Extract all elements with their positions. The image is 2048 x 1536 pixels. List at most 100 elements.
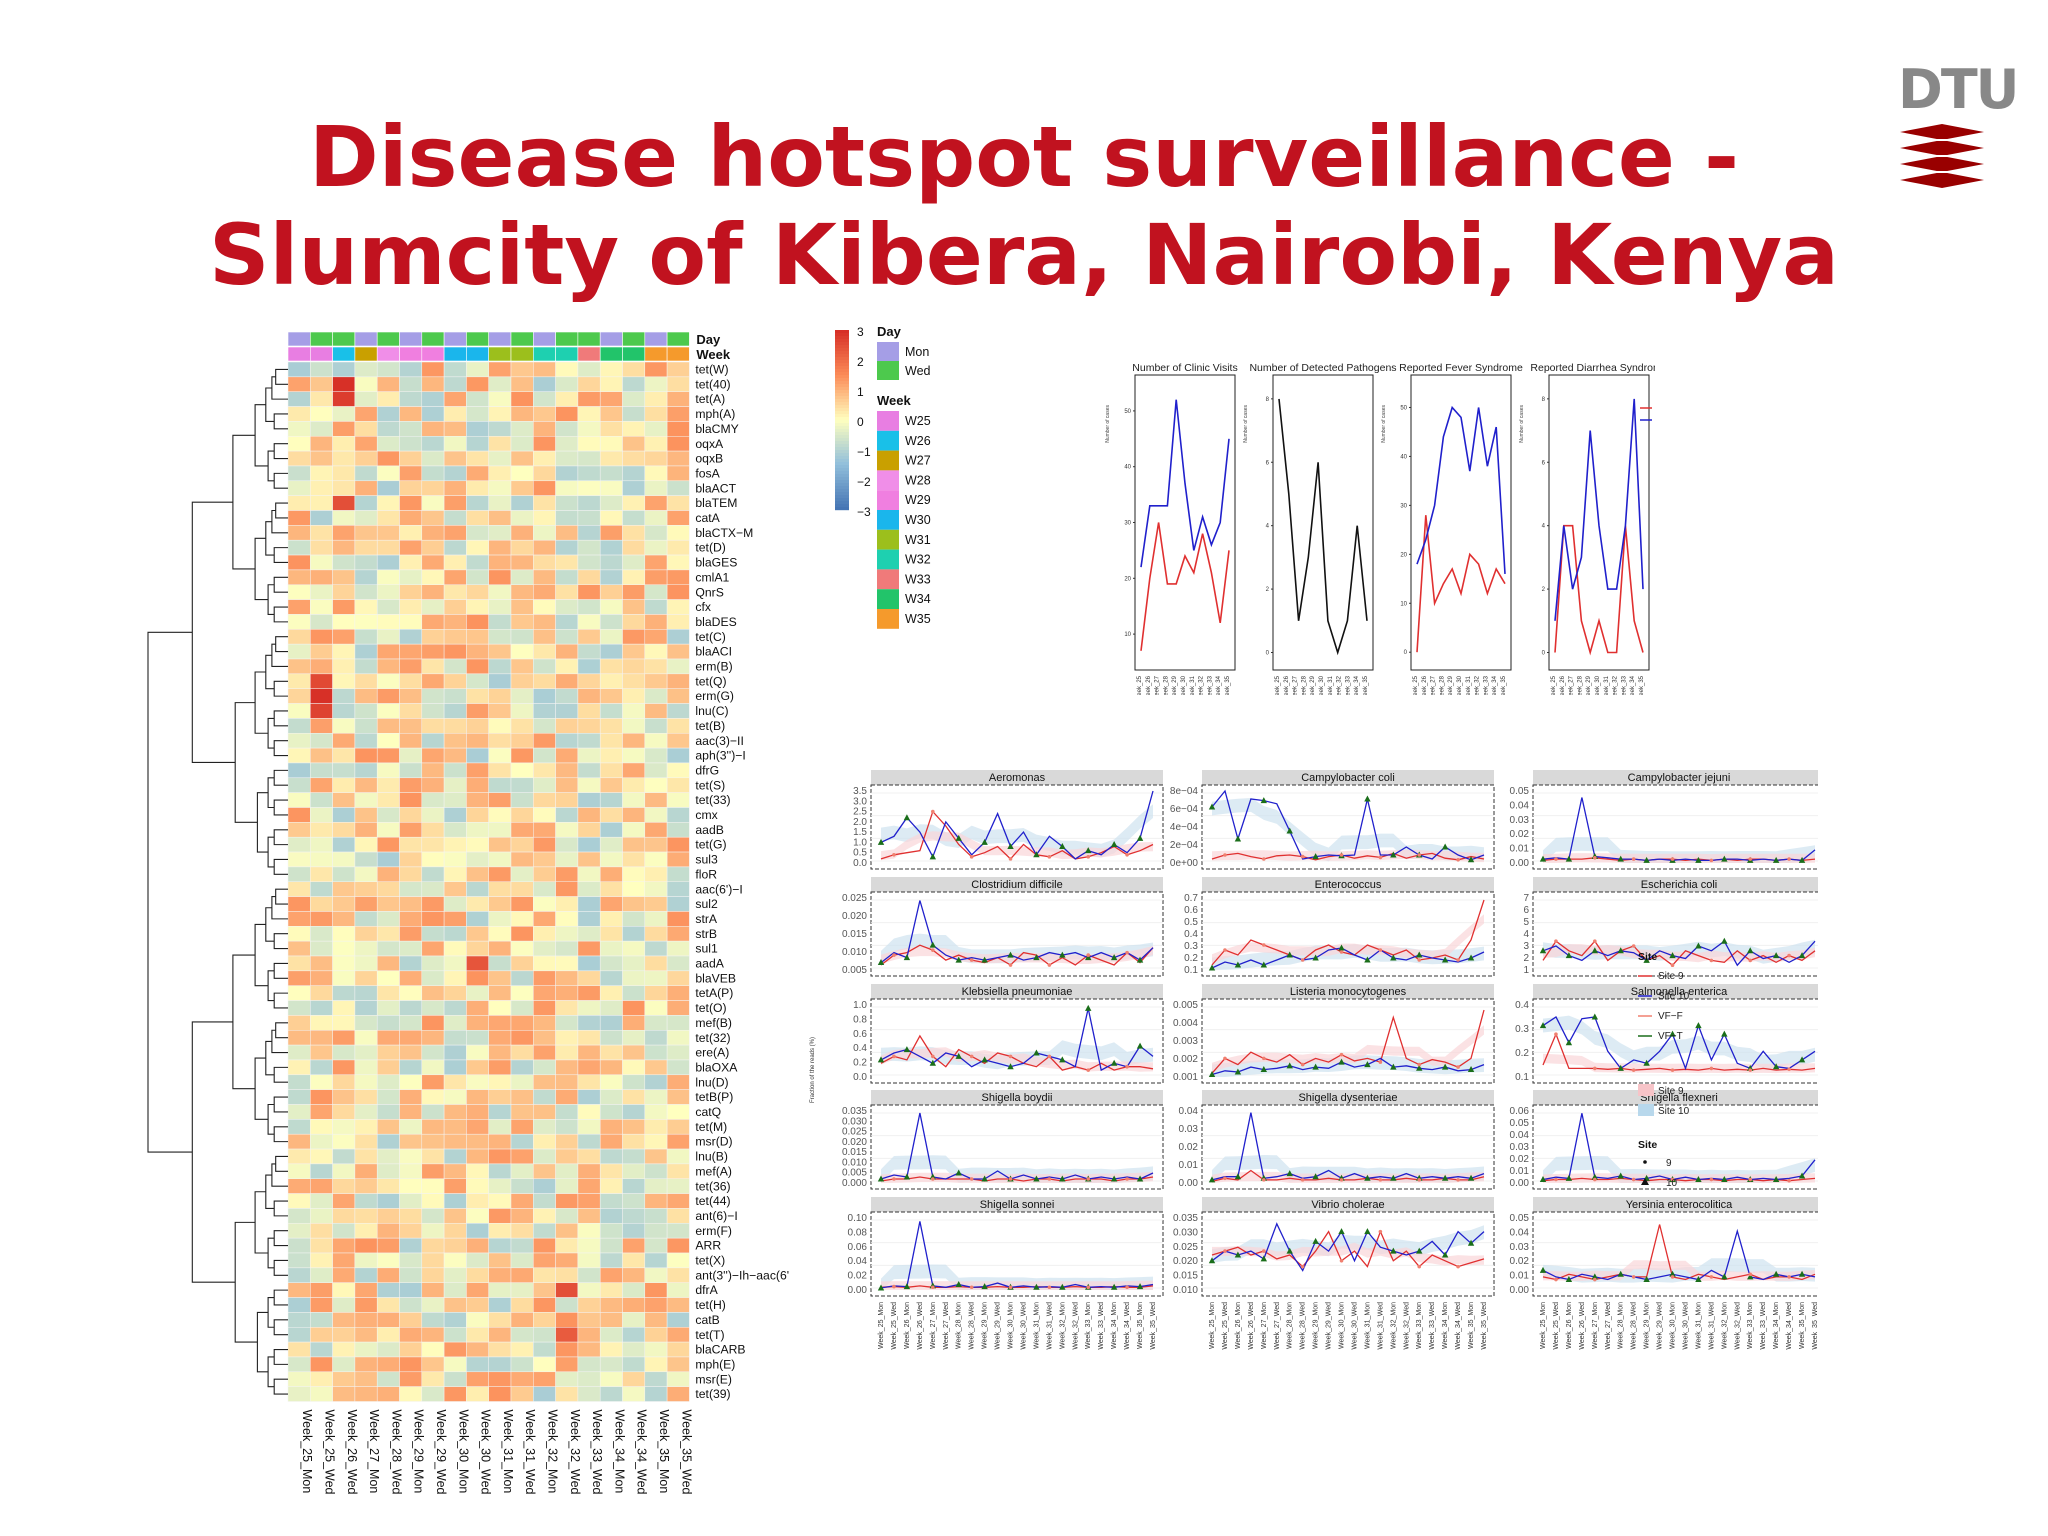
- heatmap-cell: [443, 614, 467, 630]
- heatmap-cell: [555, 525, 579, 541]
- series-line: [1211, 947, 1485, 969]
- y-tick: 0.03: [1510, 1142, 1530, 1153]
- dendrogram-branch: [271, 1029, 288, 1054]
- dendrogram-branch: [267, 584, 275, 615]
- facet-strip: [871, 1090, 1163, 1105]
- heatmap-cell: [376, 1148, 400, 1165]
- heatmap-cell: [421, 940, 445, 957]
- marker-triangle: [1085, 954, 1092, 961]
- heatmap-cell: [332, 1059, 356, 1076]
- heatmap-cell: [666, 1000, 690, 1016]
- heatmap-cell: [466, 1208, 489, 1224]
- heatmap-cell: [421, 1341, 445, 1358]
- heatmap-cell: [510, 1371, 534, 1387]
- heatmap-cell: [399, 1356, 423, 1373]
- heatmap-cell: [510, 1208, 534, 1224]
- x-tick: Week_31: [1190, 675, 1196, 695]
- heatmap-cell: [510, 777, 534, 793]
- x-tick: Week_32_Wed: [1734, 1302, 1741, 1350]
- heatmap-cell: [466, 1163, 489, 1180]
- heatmap-cell: [622, 1327, 646, 1343]
- heatmap-cell: [399, 1341, 423, 1358]
- marker-triangle: [1234, 1173, 1242, 1180]
- x-tick: Week_27: [1431, 675, 1437, 695]
- heatmap-cell: [644, 421, 668, 437]
- heatmap-cell: [599, 436, 623, 452]
- heatmap-cell: [644, 881, 668, 897]
- heatmap-cell: [644, 406, 668, 422]
- heatmap-cell: [666, 1341, 690, 1358]
- heatmap-cell: [354, 406, 378, 422]
- heatmap-cell: [577, 569, 601, 585]
- heatmap-cell: [577, 1297, 601, 1313]
- marker-dot: [1554, 1277, 1558, 1282]
- heatmap-cell: [599, 1208, 623, 1224]
- heatmap-cell: [577, 866, 601, 883]
- row-label: blaCTX−M: [695, 526, 753, 540]
- y-tick: 0.1: [1515, 1072, 1529, 1083]
- row-dendrogram: [147, 368, 288, 1395]
- scale-swatch: [835, 480, 849, 484]
- series-line: [880, 790, 1154, 860]
- scale-swatch: [835, 342, 849, 346]
- heatmap-cell: [577, 792, 601, 808]
- marker-triangle: [1033, 954, 1040, 961]
- annotation-cell: [644, 331, 668, 347]
- heatmap-cell: [466, 911, 489, 927]
- scale-swatch: [835, 432, 849, 436]
- heatmap-cell: [577, 807, 601, 823]
- marker-dot: [969, 1054, 974, 1059]
- y-tick: 0.2: [853, 1058, 867, 1069]
- heatmap-cell: [287, 525, 311, 541]
- dendrogram-branch: [273, 1259, 288, 1276]
- pathogen-facet-charts: Fraction of the reads (%)Aeromonas3.53.0…: [810, 770, 1818, 1350]
- heatmap-cell: [466, 1178, 489, 1194]
- heatmap-cell: [332, 1297, 356, 1313]
- row-label: dfrG: [695, 763, 719, 777]
- marker-triangle: [877, 838, 885, 845]
- facet-strip: [871, 984, 1163, 999]
- marker-triangle: [1110, 1175, 1118, 1182]
- marker-triangle: [877, 1056, 885, 1063]
- heatmap-cell: [310, 911, 333, 927]
- marker-triangle: [955, 956, 962, 963]
- marker-triangle: [1136, 956, 1144, 963]
- dendrogram-branch: [234, 1221, 258, 1343]
- annotation-cell: [310, 331, 333, 347]
- heatmap-cell: [622, 673, 646, 689]
- heatmap-cell: [354, 926, 378, 942]
- marker-triangle: [1441, 843, 1449, 850]
- dendrogram-branch: [267, 970, 275, 1002]
- heatmap-cell: [510, 1119, 534, 1135]
- annotation-cell: [666, 331, 690, 347]
- facet-title: Aeromonas: [989, 772, 1046, 784]
- heatmap-cell: [622, 584, 646, 600]
- week-legend-label: W32: [905, 553, 931, 567]
- heatmap-cell: [577, 970, 601, 986]
- heatmap-cell: [577, 688, 601, 704]
- heatmap-cell: [510, 584, 534, 600]
- heatmap-cell: [577, 1015, 601, 1031]
- x-tick: Week_30: [1319, 675, 1325, 695]
- marker-triangle: [929, 941, 937, 948]
- heatmap-cell: [666, 896, 690, 912]
- marker-triangle: [1312, 1237, 1319, 1244]
- heatmap-cell: [466, 1148, 489, 1165]
- heatmap-cell: [577, 985, 601, 1001]
- heatmap-cell: [666, 1237, 690, 1254]
- facet-strip: [871, 1197, 1163, 1212]
- heatmap-cell: [622, 1282, 646, 1298]
- heatmap-cell: [599, 450, 623, 467]
- heatmap-cell: [666, 1133, 690, 1150]
- marker-dot: [1339, 1259, 1344, 1263]
- heatmap-cell: [666, 450, 690, 467]
- heatmap-cell: [399, 703, 423, 719]
- panel-ylabel: Number of cases: [1105, 405, 1111, 443]
- heatmap-cell: [510, 1074, 534, 1090]
- heatmap-cell: [399, 1223, 423, 1239]
- heatmap-cell: [443, 1000, 467, 1016]
- heatmap-cell: [376, 554, 400, 571]
- marker-triangle: [1772, 1270, 1780, 1277]
- panel-title: Reported Fever Syndrome: [1399, 362, 1523, 374]
